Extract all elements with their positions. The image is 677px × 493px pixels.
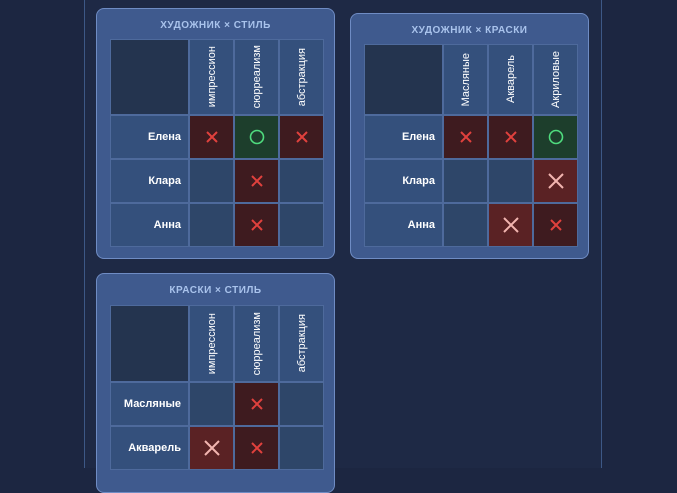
- corner: [364, 44, 443, 115]
- grid-cell[interactable]: [533, 115, 578, 159]
- row-header: Масляные: [110, 382, 189, 426]
- grid-cell[interactable]: [533, 159, 578, 203]
- column-header: Масляные: [443, 44, 488, 115]
- grid-cell[interactable]: [189, 115, 234, 159]
- x-icon: [549, 219, 562, 231]
- grid-cell[interactable]: [234, 203, 279, 247]
- grid-cell[interactable]: [443, 203, 488, 247]
- column-header: сюрреализм: [234, 39, 279, 115]
- grid-cell[interactable]: [488, 115, 533, 159]
- grid-title: КРАСКИ × СТИЛЬ: [169, 285, 262, 296]
- column-header: Акриловые: [533, 44, 578, 115]
- grid-cell[interactable]: [279, 203, 324, 247]
- column-header: импрессион: [189, 305, 234, 382]
- x-icon: [547, 173, 564, 189]
- grid-cell[interactable]: [488, 159, 533, 203]
- column-label: импрессион: [205, 46, 218, 108]
- x-icon: [459, 131, 472, 143]
- column-label: Акварель: [504, 55, 517, 104]
- grid-title: ХУДОЖНИК × КРАСКИ: [411, 25, 528, 36]
- column-header: абстракция: [279, 305, 324, 382]
- grid-panel: ХУДОЖНИК × СТИЛЬ импрессион сюрреализм абст…: [96, 8, 335, 259]
- x-icon: [295, 131, 308, 143]
- column-label: Масляные: [459, 52, 472, 107]
- column-header: Акварель: [488, 44, 533, 115]
- grid-cell[interactable]: [189, 203, 234, 247]
- row-header: Клара: [364, 159, 443, 203]
- grid-cell[interactable]: [279, 382, 324, 426]
- column-label: абстракция: [295, 314, 308, 373]
- grid-cell[interactable]: [189, 159, 234, 203]
- x-icon: [250, 175, 263, 187]
- row-header: Анна: [364, 203, 443, 247]
- corner: [110, 39, 189, 115]
- grid-cell[interactable]: [443, 159, 488, 203]
- grid-cell[interactable]: [234, 426, 279, 470]
- row-header: Елена: [364, 115, 443, 159]
- grid-cell[interactable]: [279, 159, 324, 203]
- column-label: сюрреализм: [250, 311, 263, 376]
- x-icon: [504, 131, 517, 143]
- x-icon: [502, 217, 519, 233]
- x-icon: [250, 219, 263, 231]
- row-header: Клара: [110, 159, 189, 203]
- column-label: Акриловые: [549, 51, 562, 108]
- column-label: импрессион: [205, 312, 218, 375]
- row-header: Анна: [110, 203, 189, 247]
- grid-cell[interactable]: [234, 115, 279, 159]
- row-header: Елена: [110, 115, 189, 159]
- grid-cell[interactable]: [279, 115, 324, 159]
- circle-icon: [548, 129, 563, 145]
- x-icon: [205, 131, 218, 143]
- grid-cell[interactable]: [488, 203, 533, 247]
- x-icon: [203, 440, 220, 456]
- grid-title: ХУДОЖНИК × СТИЛЬ: [160, 20, 271, 31]
- grid-panel: ХУДОЖНИК × КРАСКИ Масляные Акварель Акрилов…: [350, 13, 589, 259]
- grid-cell[interactable]: [443, 115, 488, 159]
- circle-icon: [249, 129, 264, 145]
- corner: [110, 305, 189, 382]
- column-header: абстракция: [279, 39, 324, 115]
- row-header: Акварель: [110, 426, 189, 470]
- column-label: сюрреализм: [250, 45, 263, 109]
- column-header: импрессион: [189, 39, 234, 115]
- column-label: абстракция: [295, 47, 308, 107]
- column-header: сюрреализм: [234, 305, 279, 382]
- grid-cell[interactable]: [279, 426, 324, 470]
- grid-cell[interactable]: [234, 159, 279, 203]
- grid-cell[interactable]: [533, 203, 578, 247]
- x-icon: [250, 442, 263, 454]
- grid-cell[interactable]: [234, 382, 279, 426]
- page: (() => { const data = JSON.parse(documen…: [84, 0, 602, 493]
- grid-cell[interactable]: [189, 382, 234, 426]
- grid-cell[interactable]: [189, 426, 234, 470]
- grid-panel: КРАСКИ × СТИЛЬ импрессион сюрреализм абстра…: [96, 273, 335, 493]
- x-icon: [250, 398, 263, 410]
